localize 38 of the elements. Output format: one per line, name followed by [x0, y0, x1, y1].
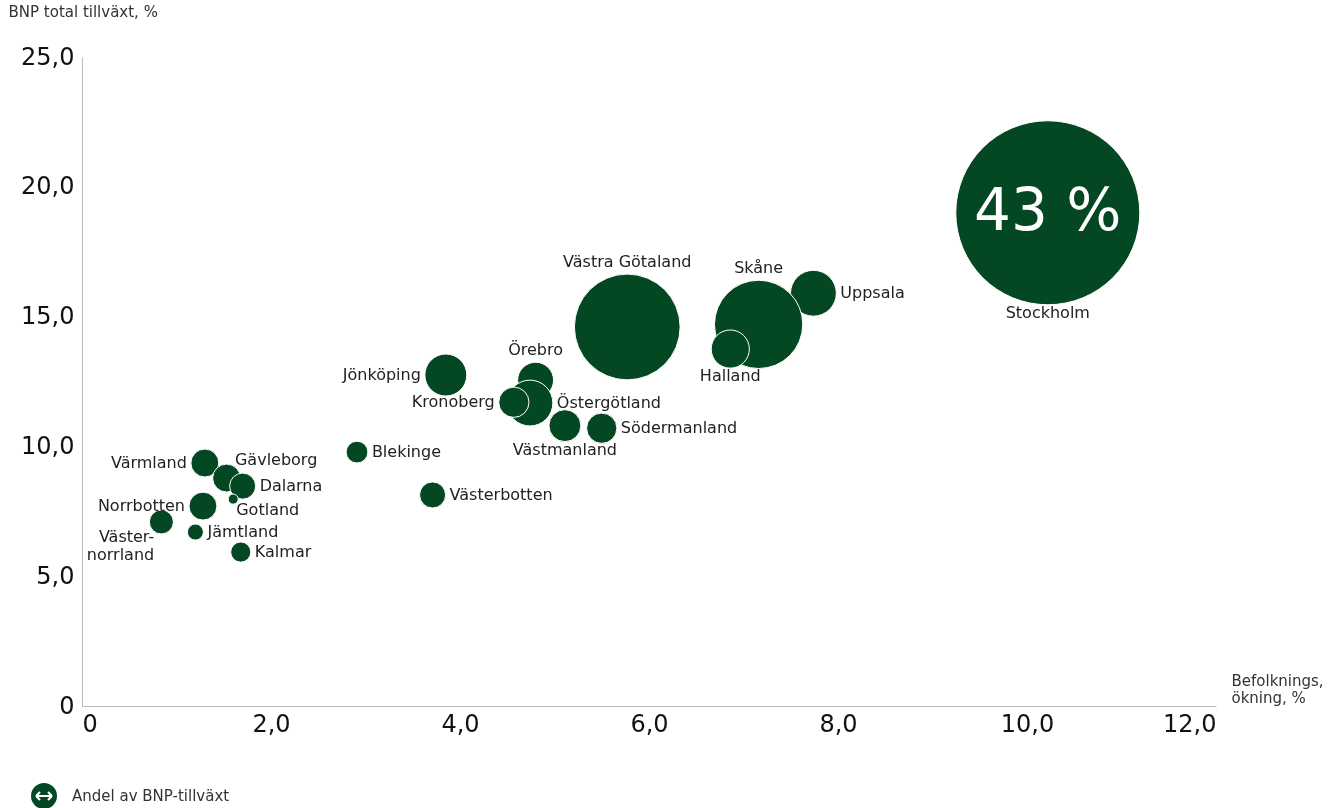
x-axis-title: Befolknings, ökning, %	[1231, 671, 1324, 707]
x-tick-label: 6,0	[630, 709, 669, 738]
x-tick-label: 10,0	[1000, 709, 1055, 738]
series-label: Västmanland	[512, 439, 617, 459]
y-tick-label: 10,0	[21, 431, 75, 460]
series-label: Dalarna	[259, 476, 323, 496]
series-label: Västerbotten	[449, 484, 553, 504]
x-tick-label: 12,0	[1163, 709, 1217, 738]
annotation: 43 %	[974, 175, 1122, 244]
series-label: Väster- norrland	[86, 527, 155, 565]
series-label: Uppsala	[840, 283, 905, 303]
series-label: Stockholm	[1005, 302, 1090, 322]
text: Andel av BNP-tillväxt	[72, 787, 230, 805]
series-label: Södermanland	[620, 418, 738, 438]
series-label: Värmland	[110, 453, 187, 473]
series-label: Kronoberg	[411, 392, 495, 412]
x-tick-label: 0	[82, 709, 98, 738]
y-tick-label: 15,0	[21, 302, 75, 331]
series-label: Jämtland	[206, 522, 279, 542]
series-label: Norrbotten	[97, 496, 186, 516]
series-label: Blekinge	[371, 442, 442, 462]
series-label: Gotland	[236, 500, 300, 520]
y-axis-title: BNP total tillväxt, %	[8, 2, 158, 21]
series-label: Skåne	[734, 258, 784, 278]
series-label: Örebro	[508, 340, 564, 360]
series-label: Gävleborg	[234, 450, 318, 470]
x-tick-label: 2,0	[252, 709, 291, 738]
series-label: Halland	[699, 366, 761, 386]
series-label: Kalmar	[254, 542, 312, 562]
series-label: Västra Götaland	[563, 252, 692, 272]
y-tick-label: 25,0	[21, 42, 75, 71]
y-tick-label: 0	[59, 691, 75, 720]
series-label: Jönköping	[341, 365, 421, 385]
series-label: Östergötland	[556, 393, 661, 413]
y-tick-label: 5,0	[36, 561, 75, 590]
x-tick-label: 8,0	[819, 709, 858, 738]
y-tick-label: 20,0	[21, 172, 75, 201]
x-tick-label: 4,0	[441, 709, 480, 738]
